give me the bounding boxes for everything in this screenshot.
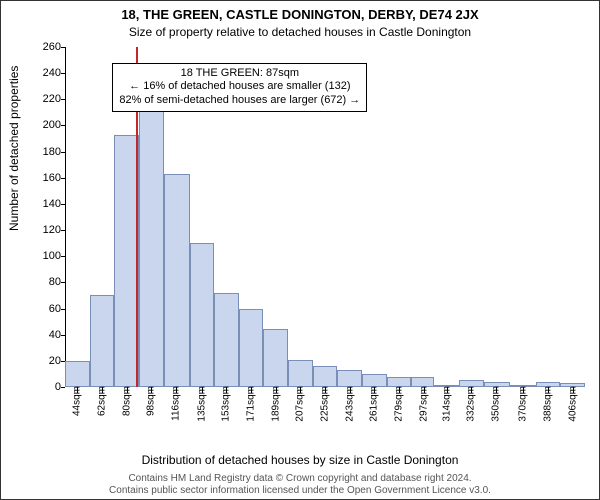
histogram-bar bbox=[214, 293, 239, 387]
histogram-bar bbox=[65, 361, 90, 387]
x-tick-label: 207sqm bbox=[295, 386, 306, 422]
histogram-bar bbox=[313, 366, 338, 387]
y-tick bbox=[61, 204, 65, 205]
y-tick-label: 160 bbox=[43, 172, 61, 184]
x-tick-label: 243sqm bbox=[344, 386, 355, 422]
callout-box: 18 THE GREEN: 87sqm← 16% of detached hou… bbox=[112, 63, 367, 112]
y-tick-label: 140 bbox=[43, 198, 61, 210]
footnote-line: Contains HM Land Registry data © Crown c… bbox=[1, 473, 599, 485]
y-tick bbox=[61, 387, 65, 388]
y-tick-label: 80 bbox=[49, 276, 61, 288]
x-tick-label: 261sqm bbox=[369, 386, 380, 422]
y-tick bbox=[61, 73, 65, 74]
y-tick-label: 20 bbox=[49, 355, 61, 367]
y-axis bbox=[65, 47, 66, 387]
histogram-bar bbox=[164, 174, 190, 387]
y-tick bbox=[61, 256, 65, 257]
x-tick-label: 297sqm bbox=[418, 386, 429, 422]
histogram-bar bbox=[288, 360, 313, 387]
callout-line: 82% of semi-detached houses are larger (… bbox=[119, 94, 360, 108]
y-tick-label: 260 bbox=[43, 41, 61, 53]
x-tick-label: 153sqm bbox=[221, 386, 232, 422]
y-tick-label: 0 bbox=[55, 381, 61, 393]
y-tick-label: 240 bbox=[43, 67, 61, 79]
callout-line: ← 16% of detached houses are smaller (13… bbox=[119, 80, 360, 94]
x-tick-label: 171sqm bbox=[246, 386, 257, 422]
y-tick bbox=[61, 152, 65, 153]
y-tick-label: 180 bbox=[43, 146, 61, 158]
y-tick bbox=[61, 309, 65, 310]
y-tick bbox=[61, 230, 65, 231]
chart-subtitle: Size of property relative to detached ho… bbox=[1, 25, 599, 39]
callout-line: 18 THE GREEN: 87sqm bbox=[119, 67, 360, 81]
histogram-bar bbox=[263, 329, 288, 387]
y-tick bbox=[61, 125, 65, 126]
histogram-bar bbox=[190, 243, 215, 387]
x-tick-label: 350sqm bbox=[491, 386, 502, 422]
x-tick-label: 388sqm bbox=[543, 386, 554, 422]
y-tick-label: 100 bbox=[43, 250, 61, 262]
y-axis-label: Number of detached properties bbox=[7, 66, 21, 231]
y-tick-label: 120 bbox=[43, 224, 61, 236]
footnote: Contains HM Land Registry data © Crown c… bbox=[1, 473, 599, 497]
y-tick bbox=[61, 99, 65, 100]
x-tick-label: 189sqm bbox=[270, 386, 281, 422]
histogram-bar bbox=[337, 370, 362, 387]
plot-area: 02040608010012014016018020022024026044sq… bbox=[65, 47, 585, 387]
y-tick-label: 60 bbox=[49, 303, 61, 315]
y-tick-label: 40 bbox=[49, 329, 61, 341]
chart-title: 18, THE GREEN, CASTLE DONINGTON, DERBY, … bbox=[1, 7, 599, 22]
x-tick-label: 332sqm bbox=[466, 386, 477, 422]
histogram-bar bbox=[90, 295, 115, 387]
x-tick-label: 370sqm bbox=[518, 386, 529, 422]
x-tick-label: 314sqm bbox=[441, 386, 452, 422]
x-tick-label: 80sqm bbox=[121, 386, 132, 416]
histogram-bar bbox=[139, 93, 164, 387]
y-tick bbox=[61, 335, 65, 336]
y-tick-label: 220 bbox=[43, 93, 61, 105]
x-tick-label: 98sqm bbox=[146, 386, 157, 416]
x-tick-label: 225sqm bbox=[320, 386, 331, 422]
x-tick-label: 44sqm bbox=[72, 386, 83, 416]
x-axis-label: Distribution of detached houses by size … bbox=[1, 453, 599, 467]
y-tick-label: 200 bbox=[43, 119, 61, 131]
x-tick-label: 135sqm bbox=[196, 386, 207, 422]
chart-container: 18, THE GREEN, CASTLE DONINGTON, DERBY, … bbox=[0, 0, 600, 500]
y-tick bbox=[61, 282, 65, 283]
x-tick-label: 62sqm bbox=[96, 386, 107, 416]
x-tick-label: 279sqm bbox=[393, 386, 404, 422]
x-tick-label: 116sqm bbox=[170, 386, 181, 421]
x-tick-label: 406sqm bbox=[567, 386, 578, 422]
y-tick bbox=[61, 47, 65, 48]
y-tick bbox=[61, 178, 65, 179]
histogram-bar bbox=[239, 309, 264, 387]
footnote-line: Contains public sector information licen… bbox=[1, 485, 599, 497]
